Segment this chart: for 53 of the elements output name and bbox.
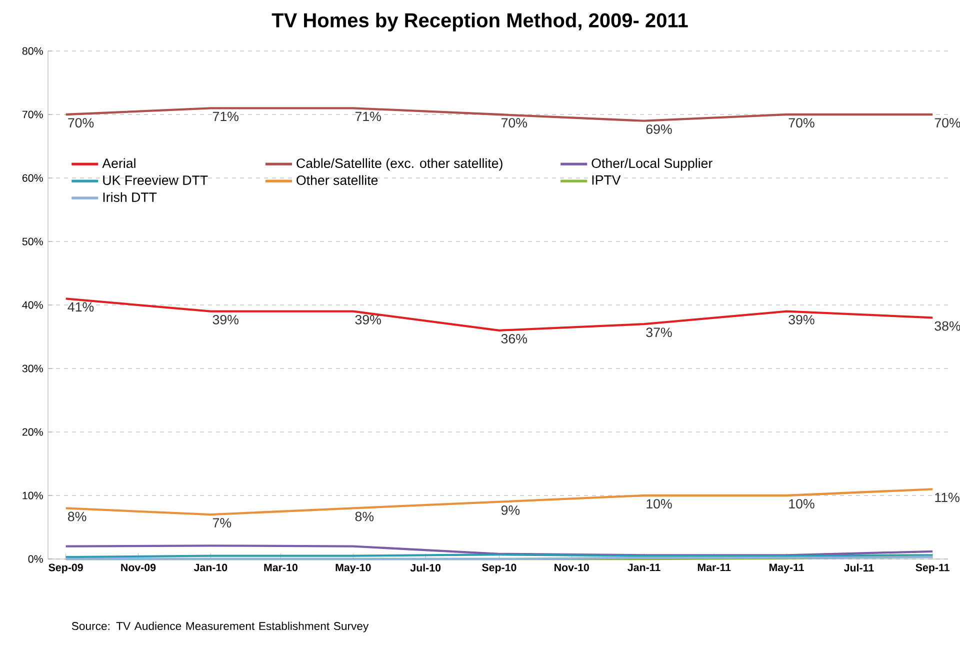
y-tick-label: 70%: [22, 110, 43, 118]
x-tick-label: Sep-10: [482, 564, 516, 574]
data-label: 8%: [355, 512, 374, 522]
legend-label: Aerial: [102, 158, 136, 168]
chart-title: TV Homes by Reception Method, 2009- 2011: [272, 12, 688, 32]
data-label: 10%: [646, 499, 672, 509]
x-tick-label: Jan-10: [194, 564, 228, 572]
y-tick-label: 40%: [22, 301, 43, 309]
data-label: 37%: [646, 328, 672, 338]
y-tick-label: 80%: [22, 47, 43, 55]
data-label: 71%: [355, 112, 381, 122]
data-label: 11%: [935, 492, 960, 502]
y-tick-label: 10%: [22, 492, 43, 500]
y-tick-label: 60%: [22, 174, 43, 182]
line-series: [64, 544, 934, 556]
data-label: 70%: [934, 118, 960, 128]
data-label: 41%: [68, 302, 94, 312]
data-label: 8%: [68, 512, 86, 522]
legend-label: Irish DTT: [103, 192, 157, 202]
legend-label: Other/Local Supplier: [592, 158, 712, 171]
x-tick-label: May-11: [769, 564, 804, 574]
data-label: 69%: [646, 124, 672, 134]
x-tick-label: Nov-09: [121, 564, 156, 572]
x-tick-label: Jul-11: [844, 564, 874, 572]
data-label: 39%: [788, 314, 814, 324]
data-label: 70%: [68, 118, 94, 128]
x-tick-label: Jan-11: [628, 564, 660, 572]
data-label: 9%: [501, 505, 520, 515]
legend-label: Cable/Satellite (exc. other satellite): [296, 158, 502, 171]
x-tick-label: May-10: [336, 564, 371, 574]
data-label: 39%: [355, 314, 381, 324]
x-tick-label: Jul-10: [410, 564, 441, 572]
data-label: 70%: [501, 118, 528, 128]
x-tick-label: Nov-10: [554, 564, 589, 572]
legend-label: UK Freeview DTT: [103, 175, 208, 185]
data-label: 70%: [788, 118, 814, 128]
data-label: 36%: [501, 334, 528, 344]
legend-label: Other satellite: [296, 175, 378, 185]
legend-label: IPTV: [592, 175, 621, 185]
data-label: 39%: [212, 314, 238, 324]
source-note: Source: TV Audience Measurement Establishment Survey: [72, 622, 369, 632]
y-tick-label: 30%: [22, 364, 43, 372]
x-tick-label: Mar-10: [264, 564, 298, 572]
data-label: 38%: [934, 321, 960, 331]
y-tick-label: 20%: [22, 428, 43, 436]
data-label: 7%: [212, 518, 232, 528]
x-tick-label: Sep-11: [916, 564, 950, 574]
data-label: 71%: [212, 112, 238, 122]
data-label: 10%: [789, 499, 814, 509]
y-tick-label: 50%: [22, 238, 43, 246]
x-tick-label: Sep-09: [48, 564, 83, 574]
x-tick-label: Mar-11: [698, 564, 731, 572]
y-tick-label: 0%: [28, 555, 43, 563]
